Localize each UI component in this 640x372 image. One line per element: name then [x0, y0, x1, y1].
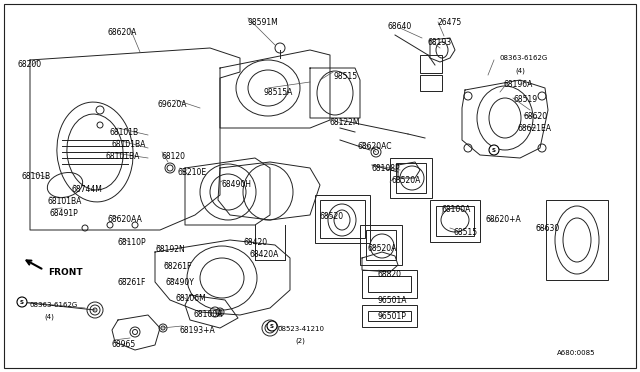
- Text: 68122M: 68122M: [330, 118, 360, 127]
- Bar: [546, 200, 608, 280]
- Text: 68261F: 68261F: [163, 262, 191, 271]
- Text: 68101B: 68101B: [22, 172, 51, 181]
- Text: (4): (4): [515, 67, 525, 74]
- Text: 68100A: 68100A: [442, 205, 472, 214]
- Bar: [420, 75, 442, 91]
- Bar: [430, 200, 480, 242]
- Text: 68200: 68200: [18, 60, 42, 69]
- Text: 68621EA: 68621EA: [518, 124, 552, 133]
- Text: 98515A: 98515A: [264, 88, 293, 97]
- Bar: [362, 305, 417, 327]
- Text: 68101BA: 68101BA: [106, 152, 140, 161]
- Text: 68744M: 68744M: [72, 185, 103, 194]
- Bar: [362, 270, 417, 298]
- Text: 68193+A: 68193+A: [180, 326, 216, 335]
- Text: 6B210E: 6B210E: [178, 168, 207, 177]
- Bar: [366, 230, 396, 260]
- Text: 08523-41210: 08523-41210: [278, 326, 325, 332]
- Text: 68261F: 68261F: [118, 278, 147, 287]
- Bar: [360, 225, 402, 265]
- Text: 08363-6162G: 08363-6162G: [30, 302, 78, 308]
- Text: FRONT: FRONT: [48, 268, 83, 277]
- Text: 68108P: 68108P: [372, 164, 401, 173]
- Bar: [420, 55, 442, 73]
- Text: 68101B: 68101B: [110, 128, 139, 137]
- Text: 68106M: 68106M: [176, 294, 207, 303]
- Text: 98591M: 98591M: [248, 18, 279, 27]
- Text: 68420: 68420: [244, 238, 268, 247]
- Text: (4): (4): [44, 314, 54, 321]
- Text: A680:0085: A680:0085: [557, 350, 595, 356]
- Bar: [320, 200, 365, 238]
- Text: 68965: 68965: [112, 340, 136, 349]
- Text: 98515: 98515: [333, 72, 357, 81]
- Text: 26475: 26475: [438, 18, 462, 27]
- Circle shape: [489, 145, 499, 155]
- Text: 96501A: 96501A: [377, 296, 406, 305]
- Text: S: S: [492, 148, 496, 153]
- Bar: [390, 158, 432, 198]
- Text: 68620AC: 68620AC: [358, 142, 392, 151]
- Text: 68620A: 68620A: [108, 28, 138, 37]
- Text: 68192N: 68192N: [155, 245, 185, 254]
- Text: 68196A: 68196A: [504, 80, 533, 89]
- Text: 68101BA: 68101BA: [48, 197, 83, 206]
- Text: 68490Y: 68490Y: [166, 278, 195, 287]
- Circle shape: [267, 321, 277, 331]
- Text: 68820: 68820: [377, 270, 401, 279]
- Text: 68620AA: 68620AA: [108, 215, 143, 224]
- Text: 68100A: 68100A: [194, 310, 223, 319]
- Text: S: S: [270, 324, 274, 328]
- Bar: [315, 195, 370, 243]
- Text: 68630: 68630: [535, 224, 559, 233]
- Text: 68101BA: 68101BA: [112, 140, 147, 149]
- Text: 68490H: 68490H: [222, 180, 252, 189]
- Text: 68120: 68120: [162, 152, 186, 161]
- Text: S: S: [20, 299, 24, 305]
- Text: 68193: 68193: [428, 38, 452, 47]
- Text: 68110P: 68110P: [118, 238, 147, 247]
- Text: 68420A: 68420A: [250, 250, 280, 259]
- Text: 68620: 68620: [524, 112, 548, 121]
- Text: 69620A: 69620A: [158, 100, 188, 109]
- Text: 68519: 68519: [513, 95, 537, 104]
- Text: 68520A: 68520A: [392, 176, 421, 185]
- Text: (2): (2): [295, 338, 305, 344]
- Text: 68491P: 68491P: [50, 209, 79, 218]
- Bar: [396, 163, 426, 193]
- Bar: [368, 311, 411, 321]
- Text: 68620+A: 68620+A: [486, 215, 522, 224]
- Text: 96501P: 96501P: [377, 312, 406, 321]
- Text: 68520A: 68520A: [368, 244, 397, 253]
- Text: 68640: 68640: [388, 22, 412, 31]
- Text: 68515: 68515: [454, 228, 478, 237]
- Circle shape: [17, 297, 27, 307]
- Text: 68520: 68520: [320, 212, 344, 221]
- Bar: [436, 206, 474, 236]
- Bar: [368, 276, 411, 292]
- Text: 08363-6162G: 08363-6162G: [500, 55, 548, 61]
